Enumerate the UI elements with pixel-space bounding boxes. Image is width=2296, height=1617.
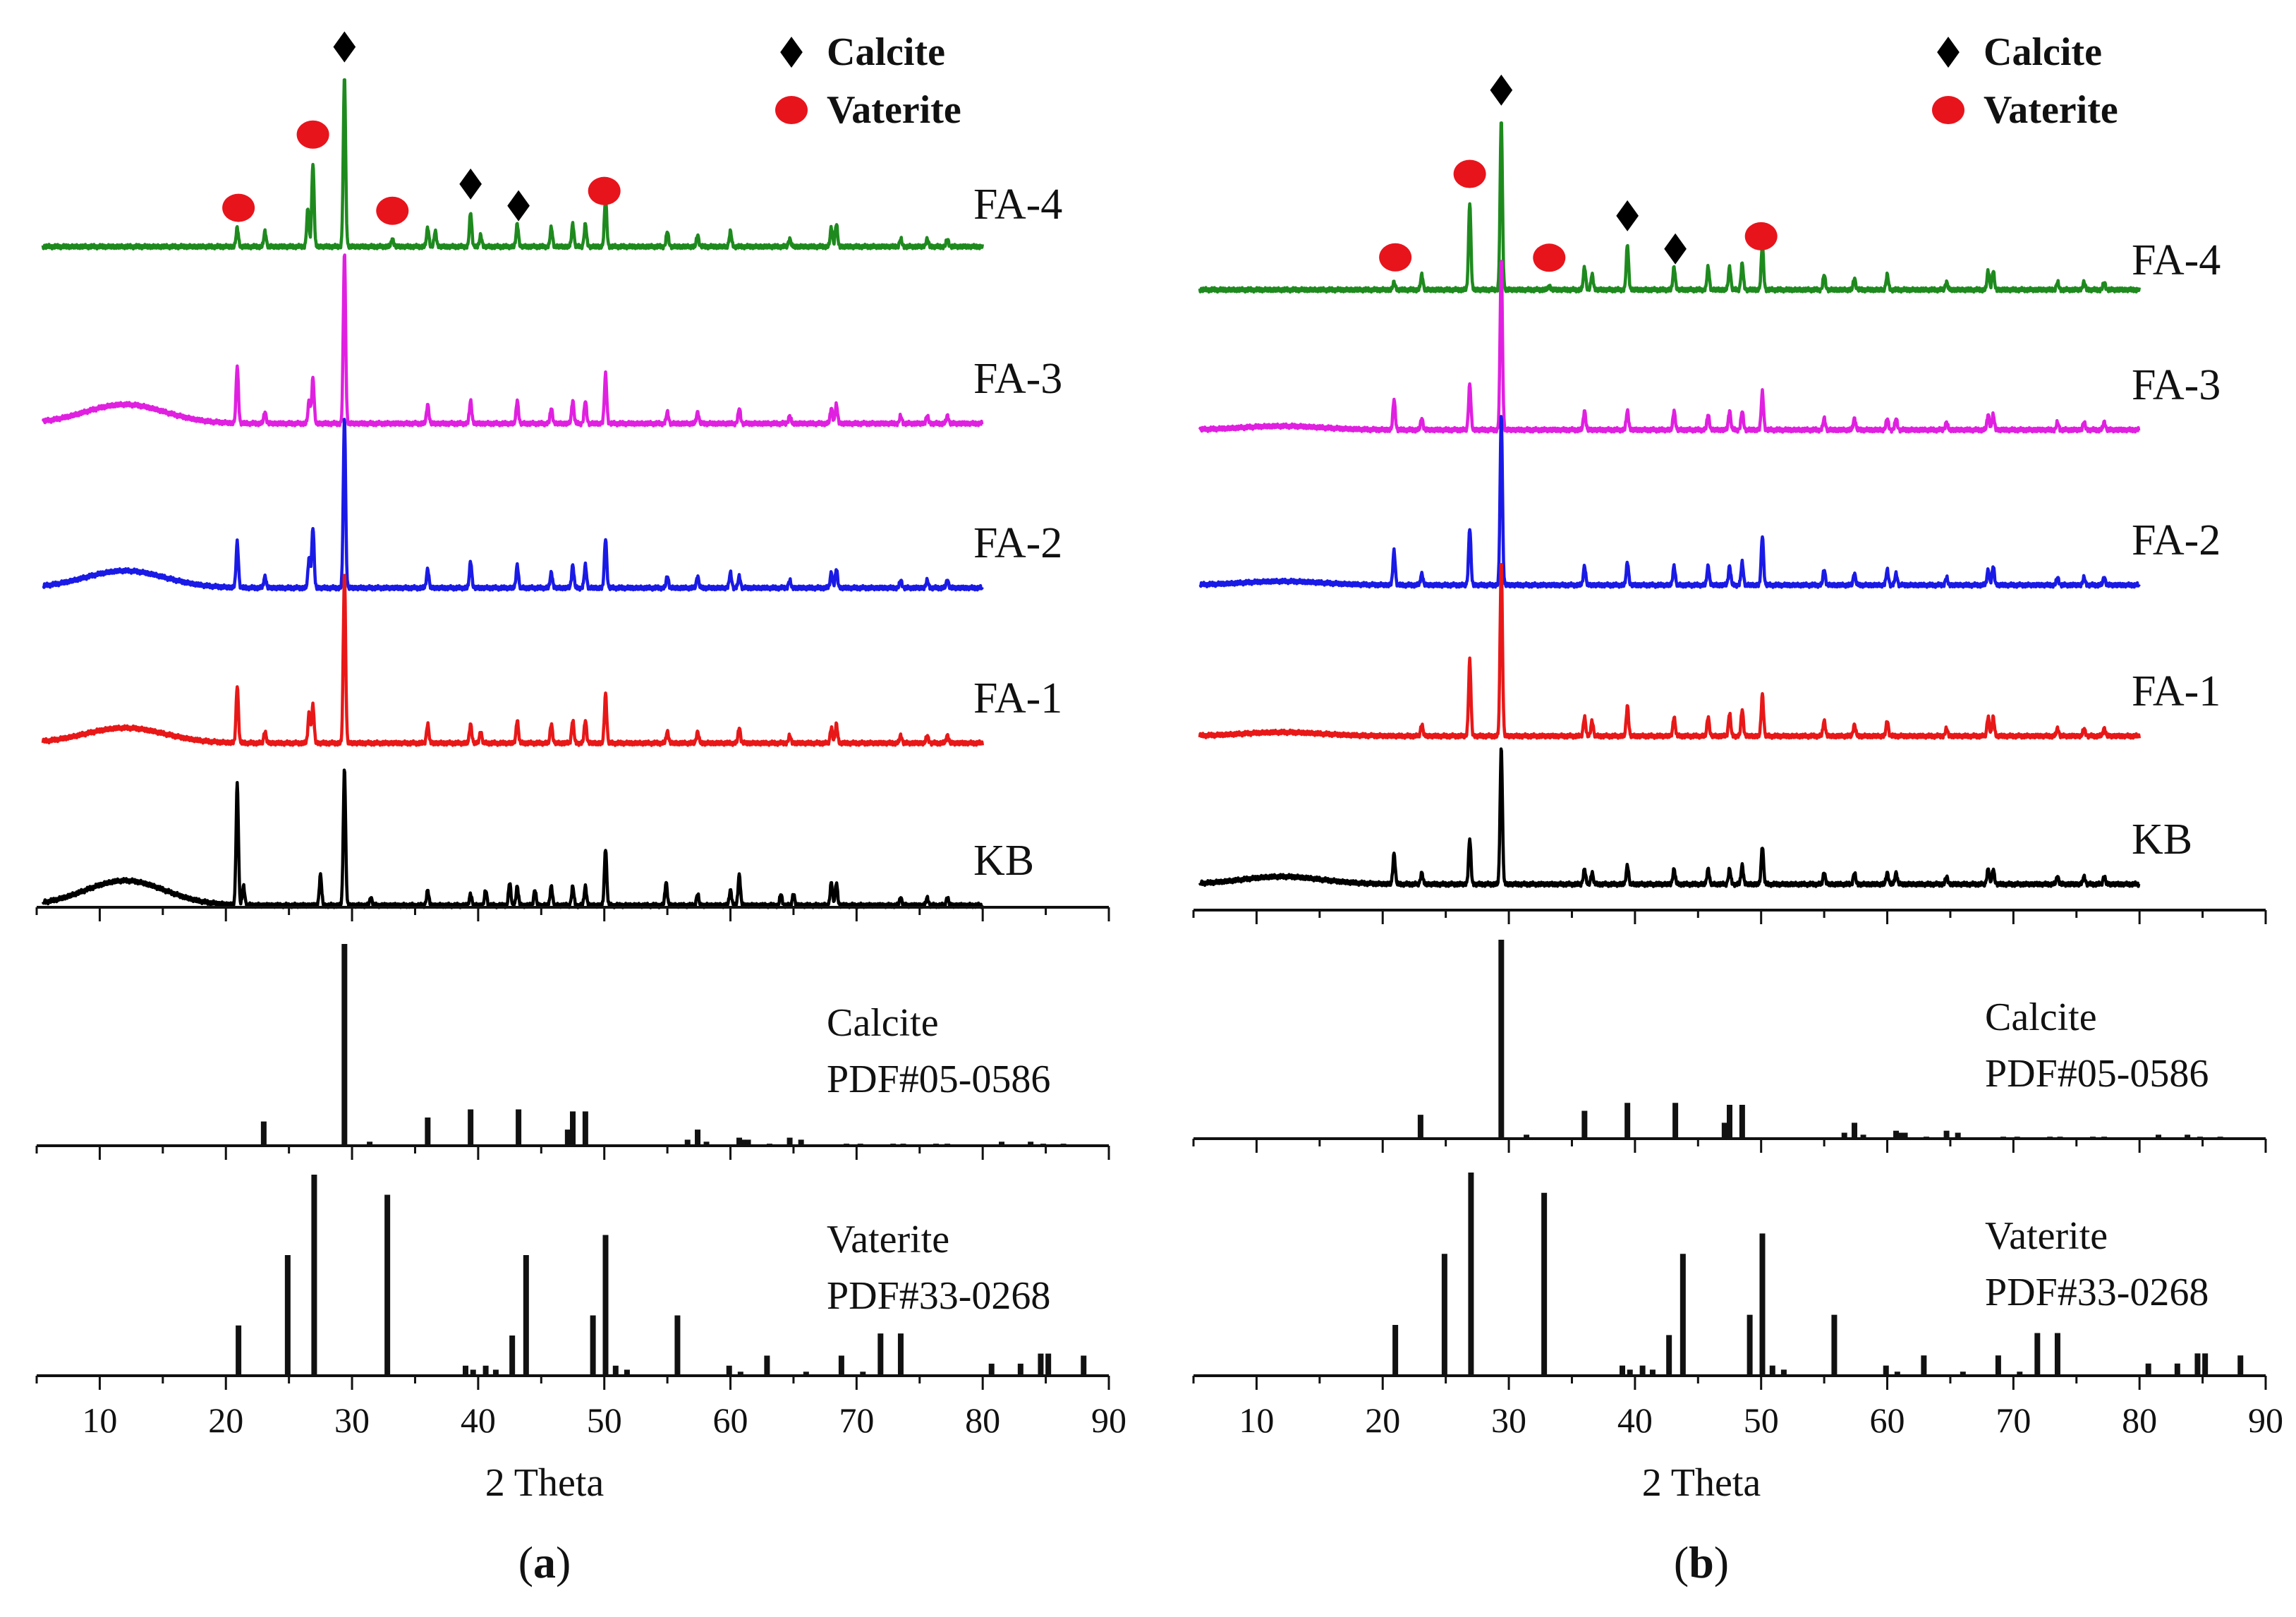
- calcite-marker: [507, 190, 530, 222]
- ref-pdf-calcite: PDF#05-0586: [827, 1058, 1050, 1101]
- x-tick-label: 90: [1091, 1400, 1126, 1440]
- x-tick-label: 60: [1870, 1400, 1905, 1440]
- trace-label-fa-1: FA-1: [2132, 667, 2221, 715]
- panel-a: FA-4 FA-3 FA-2 FA-1 KB Calcite PDF#05-0586 Vate…: [35, 30, 1126, 1587]
- x-tick-label: 80: [2122, 1400, 2157, 1440]
- ref-label-vaterite: Vaterite: [827, 1218, 949, 1261]
- x-tick-label: 10: [82, 1400, 117, 1440]
- legend: Calcite Vaterite: [1932, 30, 2118, 132]
- vaterite-marker: [222, 193, 255, 222]
- trace-fa-2: [1198, 415, 2141, 589]
- x-tick-label: 60: [713, 1400, 748, 1440]
- panel-letter: b: [1689, 1537, 1714, 1587]
- calcite-marker: [1664, 233, 1687, 265]
- trace-label-fa-3: FA-3: [973, 355, 1062, 403]
- panel-caption: (b): [1674, 1537, 1729, 1587]
- calcite-marker: [1937, 37, 1960, 68]
- vaterite-marker: [1932, 96, 1964, 124]
- trace-fa-4: [1198, 121, 2142, 294]
- x-axis-title: 2 Theta: [1642, 1461, 1761, 1505]
- panel-caption: (a): [518, 1537, 571, 1587]
- trace-label-fa-1: FA-1: [973, 674, 1062, 722]
- vaterite-marker: [588, 176, 621, 205]
- calcite-marker: [1616, 200, 1639, 231]
- legend-label-vaterite: Vaterite: [827, 88, 961, 132]
- legend-label-calcite: Calcite: [1984, 30, 2102, 74]
- vaterite-marker: [1533, 243, 1566, 272]
- trace-label-fa-4: FA-4: [973, 181, 1062, 229]
- x-tick-label: 30: [1491, 1400, 1526, 1440]
- calcite-marker: [1490, 74, 1513, 106]
- x-tick-label: 30: [334, 1400, 370, 1440]
- vaterite-marker: [1379, 243, 1412, 272]
- trace-fa-4: [41, 78, 985, 251]
- trace-kb: [1198, 747, 2141, 888]
- x-tick-label: 50: [1744, 1400, 1779, 1440]
- vaterite-marker: [296, 120, 329, 149]
- x-tick-label: 50: [587, 1400, 622, 1440]
- x-tick-label: 70: [1996, 1400, 2031, 1440]
- x-tick-label: 70: [839, 1400, 874, 1440]
- legend-label-calcite: Calcite: [827, 30, 945, 74]
- ref-label-vaterite: Vaterite: [1985, 1214, 2108, 1258]
- ref-pdf-vaterite: PDF#33-0268: [827, 1274, 1050, 1318]
- x-tick-label: 40: [1617, 1400, 1653, 1440]
- x-tick-label: 90: [2248, 1400, 2283, 1440]
- trace-fa-3: [1198, 260, 2141, 434]
- calcite-marker: [780, 37, 803, 68]
- calcite-marker: [333, 31, 356, 63]
- trace-kb: [41, 768, 984, 909]
- vaterite-marker: [1453, 159, 1486, 188]
- trace-label-fa-4: FA-4: [2132, 236, 2221, 284]
- panel-letter: a: [533, 1537, 556, 1587]
- trace-fa-1: [1198, 563, 2142, 740]
- panel-b: FA-4 FA-3 FA-2 FA-1 KB Calcite PDF#05-0586 Vate…: [1192, 30, 2283, 1587]
- trace-label-fa-2: FA-2: [2132, 516, 2221, 564]
- x-tick-label: 20: [1365, 1400, 1400, 1440]
- vaterite-marker: [376, 196, 409, 225]
- trace-fa-3: [41, 253, 984, 428]
- ref-pdf-calcite: PDF#05-0586: [1985, 1052, 2209, 1096]
- vaterite-marker: [1744, 222, 1778, 250]
- legend-label-vaterite: Vaterite: [1984, 88, 2118, 132]
- x-tick-label: 10: [1239, 1400, 1274, 1440]
- trace-label-fa-3: FA-3: [2132, 361, 2221, 409]
- x-tick-label: 20: [208, 1400, 243, 1440]
- ref-label-calcite: Calcite: [1985, 995, 2097, 1039]
- trace-label-kb: KB: [973, 837, 1034, 885]
- x-tick-label: 80: [965, 1400, 1000, 1440]
- trace-fa-1: [41, 574, 985, 747]
- legend: Calcite Vaterite: [775, 30, 961, 132]
- x-tick-label: 40: [461, 1400, 496, 1440]
- ref-label-calcite: Calcite: [827, 1001, 939, 1045]
- calcite-marker: [459, 168, 482, 200]
- x-axis-title: 2 Theta: [485, 1461, 605, 1505]
- ref-pdf-vaterite: PDF#33-0268: [1985, 1271, 2209, 1314]
- vaterite-marker: [775, 96, 808, 124]
- trace-fa-2: [42, 418, 984, 592]
- trace-label-fa-2: FA-2: [973, 519, 1062, 567]
- trace-label-kb: KB: [2132, 816, 2192, 864]
